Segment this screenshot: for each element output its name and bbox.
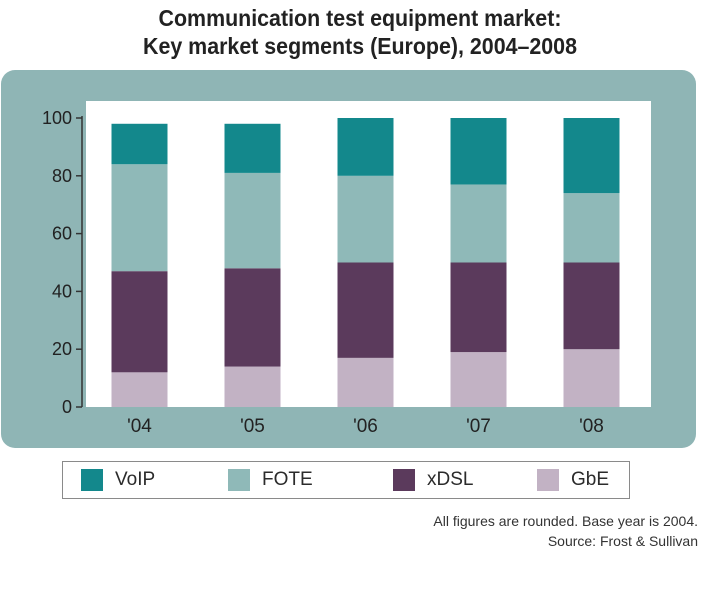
- bar-xdsl-2: [337, 262, 394, 358]
- chart-title: Communication test equipment market: Key…: [25, 4, 695, 60]
- bar-fote-4: [563, 193, 620, 263]
- y-tick-label-100: 100: [42, 108, 72, 128]
- bar-gbe-2: [337, 357, 394, 407]
- bar-gbe-1: [224, 366, 281, 407]
- bar-xdsl-3: [450, 262, 507, 353]
- x-tick-label-1: '05: [240, 416, 265, 437]
- legend-swatch-xdsl: [393, 469, 415, 491]
- bar-voip-3: [450, 118, 507, 185]
- y-tick-label-80: 80: [52, 166, 72, 186]
- bar-xdsl-4: [563, 262, 620, 350]
- legend-swatch-fote: [228, 469, 250, 491]
- note-source: Source: Frost & Sullivan: [547, 533, 698, 549]
- bar-gbe-0: [111, 372, 168, 407]
- legend-label-fote: FOTE: [262, 469, 313, 490]
- bar-voip-2: [337, 118, 394, 176]
- bar-voip-0: [111, 123, 168, 165]
- y-tick-label-0: 0: [62, 397, 72, 417]
- bar-fote-0: [111, 164, 168, 272]
- bar-fote-3: [450, 184, 507, 263]
- bar-xdsl-0: [111, 271, 168, 373]
- bar-voip-4: [563, 118, 620, 194]
- legend-label-xdsl: xDSL: [427, 469, 474, 490]
- chart-title-line-2: Key market segments (Europe), 2004–2008: [143, 33, 577, 59]
- bar-gbe-3: [450, 352, 507, 407]
- chart-title-line-1: Communication test equipment market:: [158, 5, 562, 31]
- bar-fote-2: [337, 175, 394, 263]
- x-tick-label-2: '06: [353, 416, 378, 437]
- x-tick-label-0: '04: [127, 416, 152, 437]
- y-tick-label-20: 20: [52, 339, 72, 359]
- legend-swatch-gbe: [537, 469, 559, 491]
- y-tick-label-40: 40: [52, 281, 72, 301]
- y-tick-label-60: 60: [52, 224, 72, 244]
- bar-gbe-4: [563, 349, 620, 407]
- bar-fote-1: [224, 172, 281, 269]
- bar-xdsl-1: [224, 268, 281, 367]
- legend: VoIP FOTE xDSL GbE: [62, 461, 630, 499]
- note-rounding: All figures are rounded. Base year is 20…: [433, 513, 698, 529]
- legend-label-voip: VoIP: [115, 469, 156, 490]
- legend-swatch-voip: [81, 469, 103, 491]
- legend-label-gbe: GbE: [571, 469, 610, 490]
- x-tick-label-3: '07: [466, 416, 491, 437]
- x-tick-label-4: '08: [579, 416, 604, 437]
- bar-voip-1: [224, 123, 281, 173]
